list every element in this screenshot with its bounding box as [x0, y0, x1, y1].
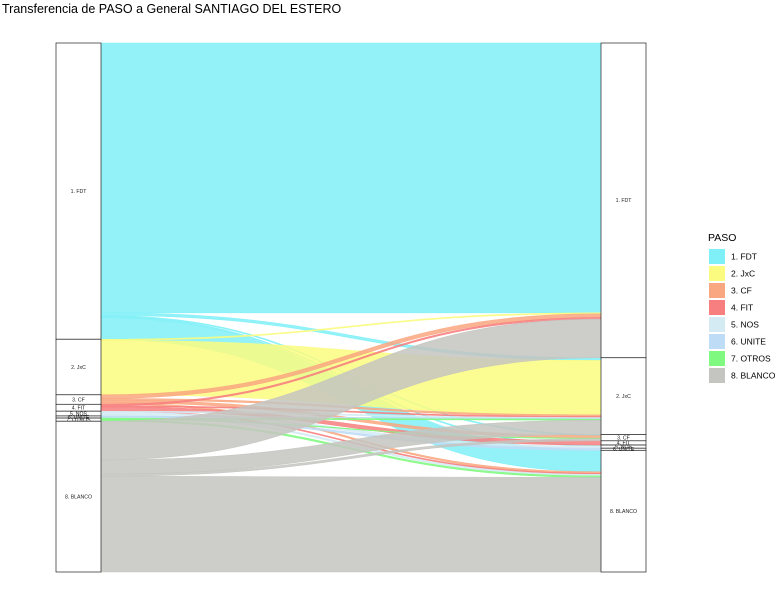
paso-label-unite: 6. UNITE	[68, 415, 90, 421]
general-label-fit: 4. FIT	[617, 441, 631, 447]
chart-title: Transferencia de PASO a General SANTIAGO…	[2, 2, 342, 16]
paso-label-nos: 5. NOS	[70, 411, 88, 417]
legend-label-blanco: 8. BLANCO	[731, 371, 776, 381]
paso-label-jxc: 2. JxC	[71, 365, 86, 371]
legend-label-jxc: 2. JxC	[731, 269, 755, 279]
paso-label-blanco: 8. BLANCO	[65, 494, 92, 500]
flow-fdt-to-fdt	[100, 42, 602, 314]
legend-label-unite: 6. UNITE	[731, 337, 766, 347]
legend-label-fit: 4. FIT	[731, 303, 753, 313]
legend-swatch-unite	[709, 334, 725, 349]
general-stratum-fdt	[600, 42, 647, 359]
flow-blanco-to-blanco	[100, 475, 602, 573]
legend-label-cf: 3. CF	[731, 286, 752, 296]
general-label-cf: 3. CF	[617, 435, 630, 441]
paso-label-cf: 3. CF	[72, 397, 85, 403]
legend-swatch-cf	[709, 283, 725, 298]
legend-swatch-blanco	[709, 368, 725, 383]
paso-label-otros: 7. OTROS	[66, 417, 91, 423]
general-label-nos: 5. NOS	[615, 444, 633, 450]
paso-label-fdt: 1. FDT	[71, 189, 88, 195]
paso-stratum-fdt	[55, 42, 102, 340]
flows-layer	[100, 42, 602, 573]
legend-swatch-nos	[709, 317, 725, 332]
legend-label-nos: 5. NOS	[731, 320, 759, 330]
paso-label-fit: 4. FIT	[72, 406, 86, 412]
legend-items: 1. FDT 2. JxC 3. CF 4. FIT 5. NOS 6. UNITE 7. …	[709, 249, 776, 383]
general-label-blanco: 8. BLANCO	[610, 509, 637, 515]
legend-swatch-jxc	[709, 266, 725, 281]
legend-swatch-fdt	[709, 249, 725, 264]
general-label-fdt: 1. FDT	[616, 198, 633, 204]
legend-label-fdt: 1. FDT	[731, 252, 757, 262]
legend-swatch-fit	[709, 300, 725, 315]
legend-title: PASO	[708, 232, 736, 244]
general-stratum-blanco	[600, 449, 647, 573]
legend: PASO 1. FDT 2. JxC 3. CF 4. FIT 5. NOS 6. UNI…	[708, 232, 776, 383]
paso-stratum-blanco	[55, 420, 102, 573]
legend-label-otros: 7. OTROS	[731, 354, 771, 364]
general-label-jxc: 2. JxC	[616, 394, 631, 400]
general-label-unite: 6. UNITE	[613, 447, 635, 453]
legend-swatch-otros	[709, 351, 725, 366]
